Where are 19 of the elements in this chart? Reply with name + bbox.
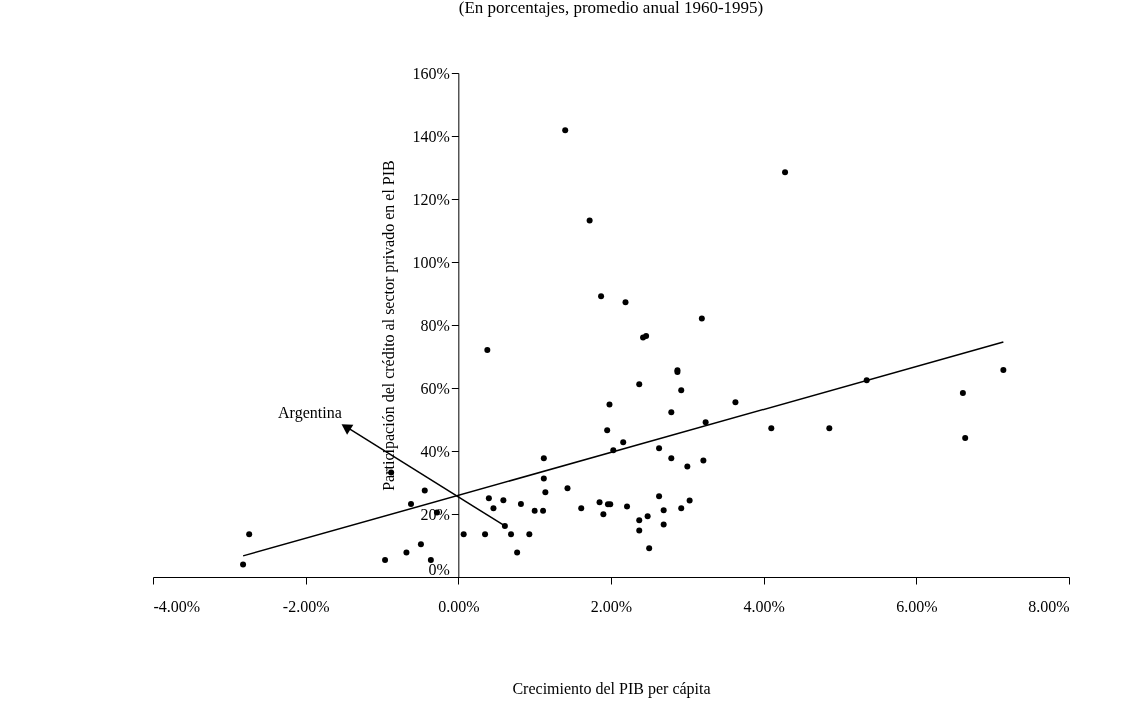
y-tick-label: 60% bbox=[420, 379, 450, 397]
x-tick-label: -2.00% bbox=[282, 597, 330, 615]
x-tick-label: 4.00% bbox=[743, 597, 785, 615]
x-tick-label: 0.00% bbox=[438, 597, 480, 615]
y-tick-label: 120% bbox=[412, 190, 450, 208]
y-tick-label: 80% bbox=[420, 316, 450, 334]
x-tick-label: 8.00% bbox=[1028, 597, 1070, 615]
y-tick-label: 100% bbox=[412, 253, 450, 271]
chart-title: (En porcentajes, promedio anual 1960-1995) bbox=[458, 0, 764, 17]
x-tick-label: 6.00% bbox=[896, 597, 938, 615]
x-axis-title: Crecimiento del PIB per cápita bbox=[512, 679, 711, 698]
y-axis-title: Participación del crédito al sector privado en el PIB bbox=[379, 160, 398, 491]
x-tick-label: 2.00% bbox=[590, 597, 633, 615]
x-tick-label: -4.00% bbox=[153, 597, 201, 615]
annotation: Argentina bbox=[278, 403, 342, 422]
y-tick-label: 160% bbox=[412, 64, 450, 82]
y-tick-label: 0% bbox=[428, 560, 450, 578]
y-tick-label: 140% bbox=[412, 127, 450, 145]
y-tick-label: 40% bbox=[420, 442, 450, 460]
